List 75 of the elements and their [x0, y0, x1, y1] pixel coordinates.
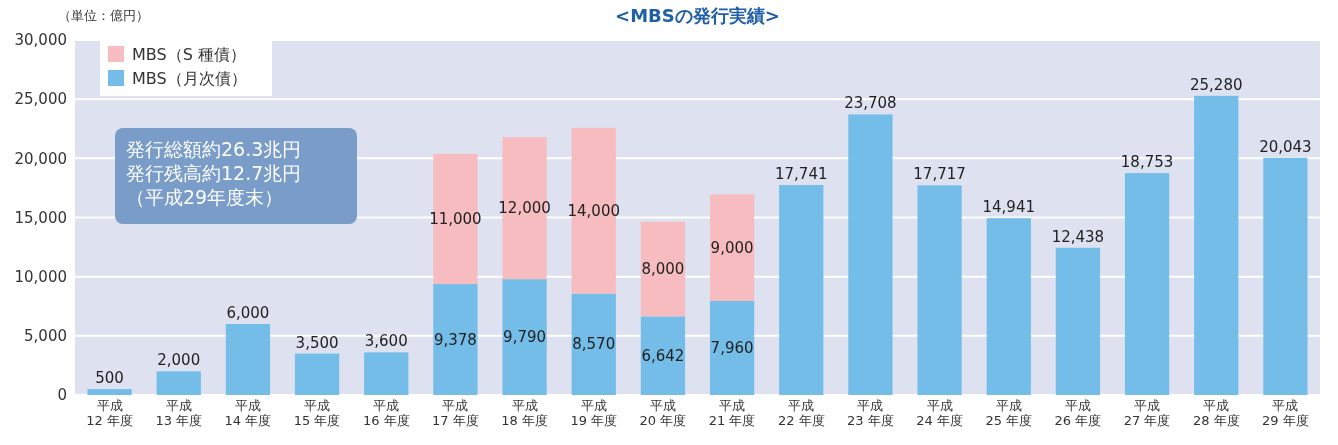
data-label: 12,438 [1051, 227, 1105, 246]
x-tick-label: 平成 23 年度 [847, 397, 894, 429]
y-tick-label: 0 [57, 386, 67, 405]
text: （単位：億円） [58, 8, 149, 23]
y-tick-label: 5,000 [24, 327, 67, 346]
y-tick-label: 15,000 [14, 208, 67, 227]
y-tick-label: 30,000 [14, 31, 67, 50]
bar [917, 185, 962, 395]
x-tick-label: 平成 21 年度 [708, 397, 756, 429]
bar [433, 284, 478, 395]
bar [1194, 95, 1239, 395]
data-label: 9,790 [503, 328, 547, 347]
x-tick-label: 平成 17 年度 [432, 397, 479, 429]
bar [848, 114, 893, 395]
x-tick-label: 平成 29 年度 [1262, 397, 1309, 429]
x-tick-label: 平成 15 年度 [293, 397, 341, 429]
data-label: 17,741 [775, 165, 828, 184]
bar [640, 316, 686, 395]
data-label: 18,753 [1120, 153, 1174, 172]
data-label: 6,642 [641, 346, 685, 365]
bar [87, 389, 132, 395]
y-tick-label: 20,000 [14, 149, 67, 168]
data-label: 8,570 [572, 335, 616, 354]
data-label: 3,500 [295, 333, 339, 352]
data-label: 14,000 [567, 201, 620, 220]
bar [709, 300, 755, 395]
x-tick-label: 平成 20 年度 [639, 397, 687, 429]
legend-label: MBS（S 種債） [132, 45, 246, 64]
bar [986, 218, 1031, 395]
bar [294, 353, 340, 395]
x-tick-label: 平成 28 年度 [1192, 397, 1240, 429]
x-tick-label: 平成 22 年度 [777, 397, 825, 429]
data-label: 8,000 [641, 260, 685, 279]
bar [156, 371, 201, 395]
annotation: （平成29年度末） [126, 186, 284, 208]
data-label: 12,000 [498, 199, 551, 218]
bar [225, 324, 271, 395]
bar [1124, 173, 1170, 395]
data-label: 7,960 [710, 338, 754, 357]
bar [1055, 247, 1101, 395]
x-tick-label: 平成 27 年度 [1123, 397, 1171, 429]
data-label: 6,000 [226, 304, 270, 322]
x-tick-label: 平成 24 年度 [916, 397, 963, 429]
data-label: 500 [95, 369, 124, 388]
annotation: 発行総額約26.3兆円 [126, 138, 302, 160]
data-label: 23,708 [844, 94, 897, 113]
bar [640, 221, 686, 317]
data-label: 2,000 [157, 351, 201, 370]
bar [1263, 157, 1308, 395]
data-label: 3,600 [364, 332, 408, 351]
chart-title: <MBSの発行実績> [615, 5, 780, 26]
y-tick-label: 10,000 [14, 267, 67, 286]
legend-label: MBS（月次債） [132, 69, 247, 88]
data-label: 14,941 [982, 198, 1035, 217]
bar [709, 194, 755, 301]
x-tick-label: 平成 25 年度 [985, 397, 1033, 429]
bar [571, 293, 616, 395]
data-label: 9,378 [433, 330, 477, 349]
x-tick-label: 平成 12 年度 [86, 397, 133, 429]
data-label: 20,043 [1259, 137, 1312, 156]
x-tick-label: 平成 16 年度 [362, 397, 410, 429]
x-tick-label: 平成 18 年度 [501, 397, 548, 429]
x-tick-label: 平成 14 年度 [224, 397, 272, 429]
data-label: 9,000 [710, 238, 754, 257]
data-label: 17,717 [913, 165, 966, 184]
data-label: 25,280 [1190, 75, 1243, 94]
x-tick-label: 平成 19 年度 [570, 397, 618, 429]
bar [364, 352, 409, 395]
y-tick-label: 25,000 [14, 90, 67, 109]
annotation: 発行残高約12.7兆円 [126, 162, 302, 184]
x-tick-label: 平成 13 年度 [155, 397, 203, 429]
bar [502, 279, 547, 395]
data-label: 11,000 [429, 209, 482, 228]
bar [779, 185, 824, 395]
x-tick-label: 平成 26 年度 [1054, 397, 1102, 429]
